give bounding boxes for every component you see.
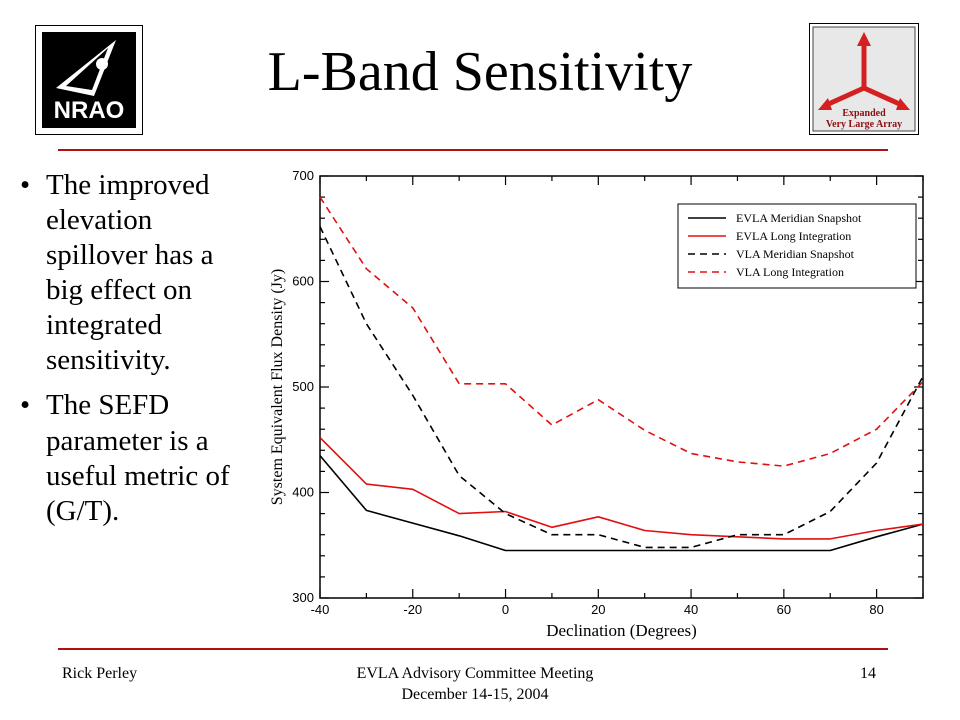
evla-logo: Expanded Very Large Array bbox=[809, 23, 919, 135]
chart-series bbox=[319, 196, 924, 552]
x-axis-label: Declination (Degrees) bbox=[546, 621, 697, 640]
nrao-logo: NRAO bbox=[35, 25, 143, 135]
y-axis-label: System Equivalent Flux Density (Jy) bbox=[269, 269, 286, 505]
nrao-logo-graphic: NRAO bbox=[42, 32, 136, 128]
sefd-chart: -40 -20 0 20 40 60 80 300 400 500 600 700 EVLA Meri… bbox=[269, 168, 924, 640]
series-line bbox=[319, 437, 924, 540]
slide-title: L-Band Sensitivity bbox=[267, 41, 693, 103]
chart-axes: -40 -20 0 20 40 60 80 300 400 500 600 700 bbox=[292, 168, 924, 617]
bullet-dot: • bbox=[20, 389, 31, 422]
series-line bbox=[319, 226, 924, 549]
x-tick-label: -40 bbox=[311, 602, 330, 617]
legend-label: VLA Meridian Snapshot bbox=[736, 247, 855, 261]
legend-label: EVLA Meridian Snapshot bbox=[736, 211, 862, 225]
legend-label: VLA Long Integration bbox=[736, 265, 844, 279]
bullet-text: The SEFD parameter is a useful metric of… bbox=[46, 389, 230, 527]
bullet-item: • The improved elevation spillover has a… bbox=[12, 168, 257, 378]
bullet-text: The improved elevation spillover has a b… bbox=[46, 169, 214, 377]
x-tick-label: 60 bbox=[777, 602, 791, 617]
title-divider bbox=[58, 149, 888, 151]
evla-logo-graphic: Expanded Very Large Array bbox=[812, 26, 916, 132]
y-tick-label: 400 bbox=[292, 485, 314, 500]
chart-legend: EVLA Meridian Snapshot EVLA Long Integrat… bbox=[677, 203, 917, 289]
y-tick-label: 600 bbox=[292, 274, 314, 289]
footer-meeting: EVLA Advisory Committee Meeting December… bbox=[310, 664, 640, 706]
nrao-logo-text: NRAO bbox=[54, 97, 125, 124]
footer-author: Rick Perley bbox=[62, 665, 138, 682]
x-tick-label: 0 bbox=[502, 602, 509, 617]
footer-meeting-date: December 14-15, 2004 bbox=[401, 685, 549, 703]
footer-meeting-title: EVLA Advisory Committee Meeting bbox=[356, 665, 594, 682]
legend-label: EVLA Long Integration bbox=[736, 229, 851, 243]
x-tick-label: -20 bbox=[403, 602, 422, 617]
y-tick-label: 700 bbox=[292, 168, 314, 183]
footer-divider bbox=[58, 648, 888, 650]
y-tick-label: 300 bbox=[292, 590, 314, 605]
footer-page-number: 14 bbox=[860, 665, 876, 682]
evla-logo-line2: Very Large Array bbox=[826, 119, 902, 130]
evla-logo-line1: Expanded bbox=[842, 108, 886, 119]
bullet-list: • The improved elevation spillover has a… bbox=[12, 168, 257, 539]
bullet-dot: • bbox=[20, 169, 31, 201]
series-line bbox=[319, 196, 924, 467]
bullet-item: • The SEFD parameter is a useful metric … bbox=[12, 388, 257, 528]
x-tick-label: 40 bbox=[684, 602, 698, 617]
x-tick-label: 20 bbox=[591, 602, 605, 617]
x-tick-label: 80 bbox=[869, 602, 883, 617]
series-line bbox=[319, 455, 924, 552]
y-tick-label: 500 bbox=[292, 379, 314, 394]
